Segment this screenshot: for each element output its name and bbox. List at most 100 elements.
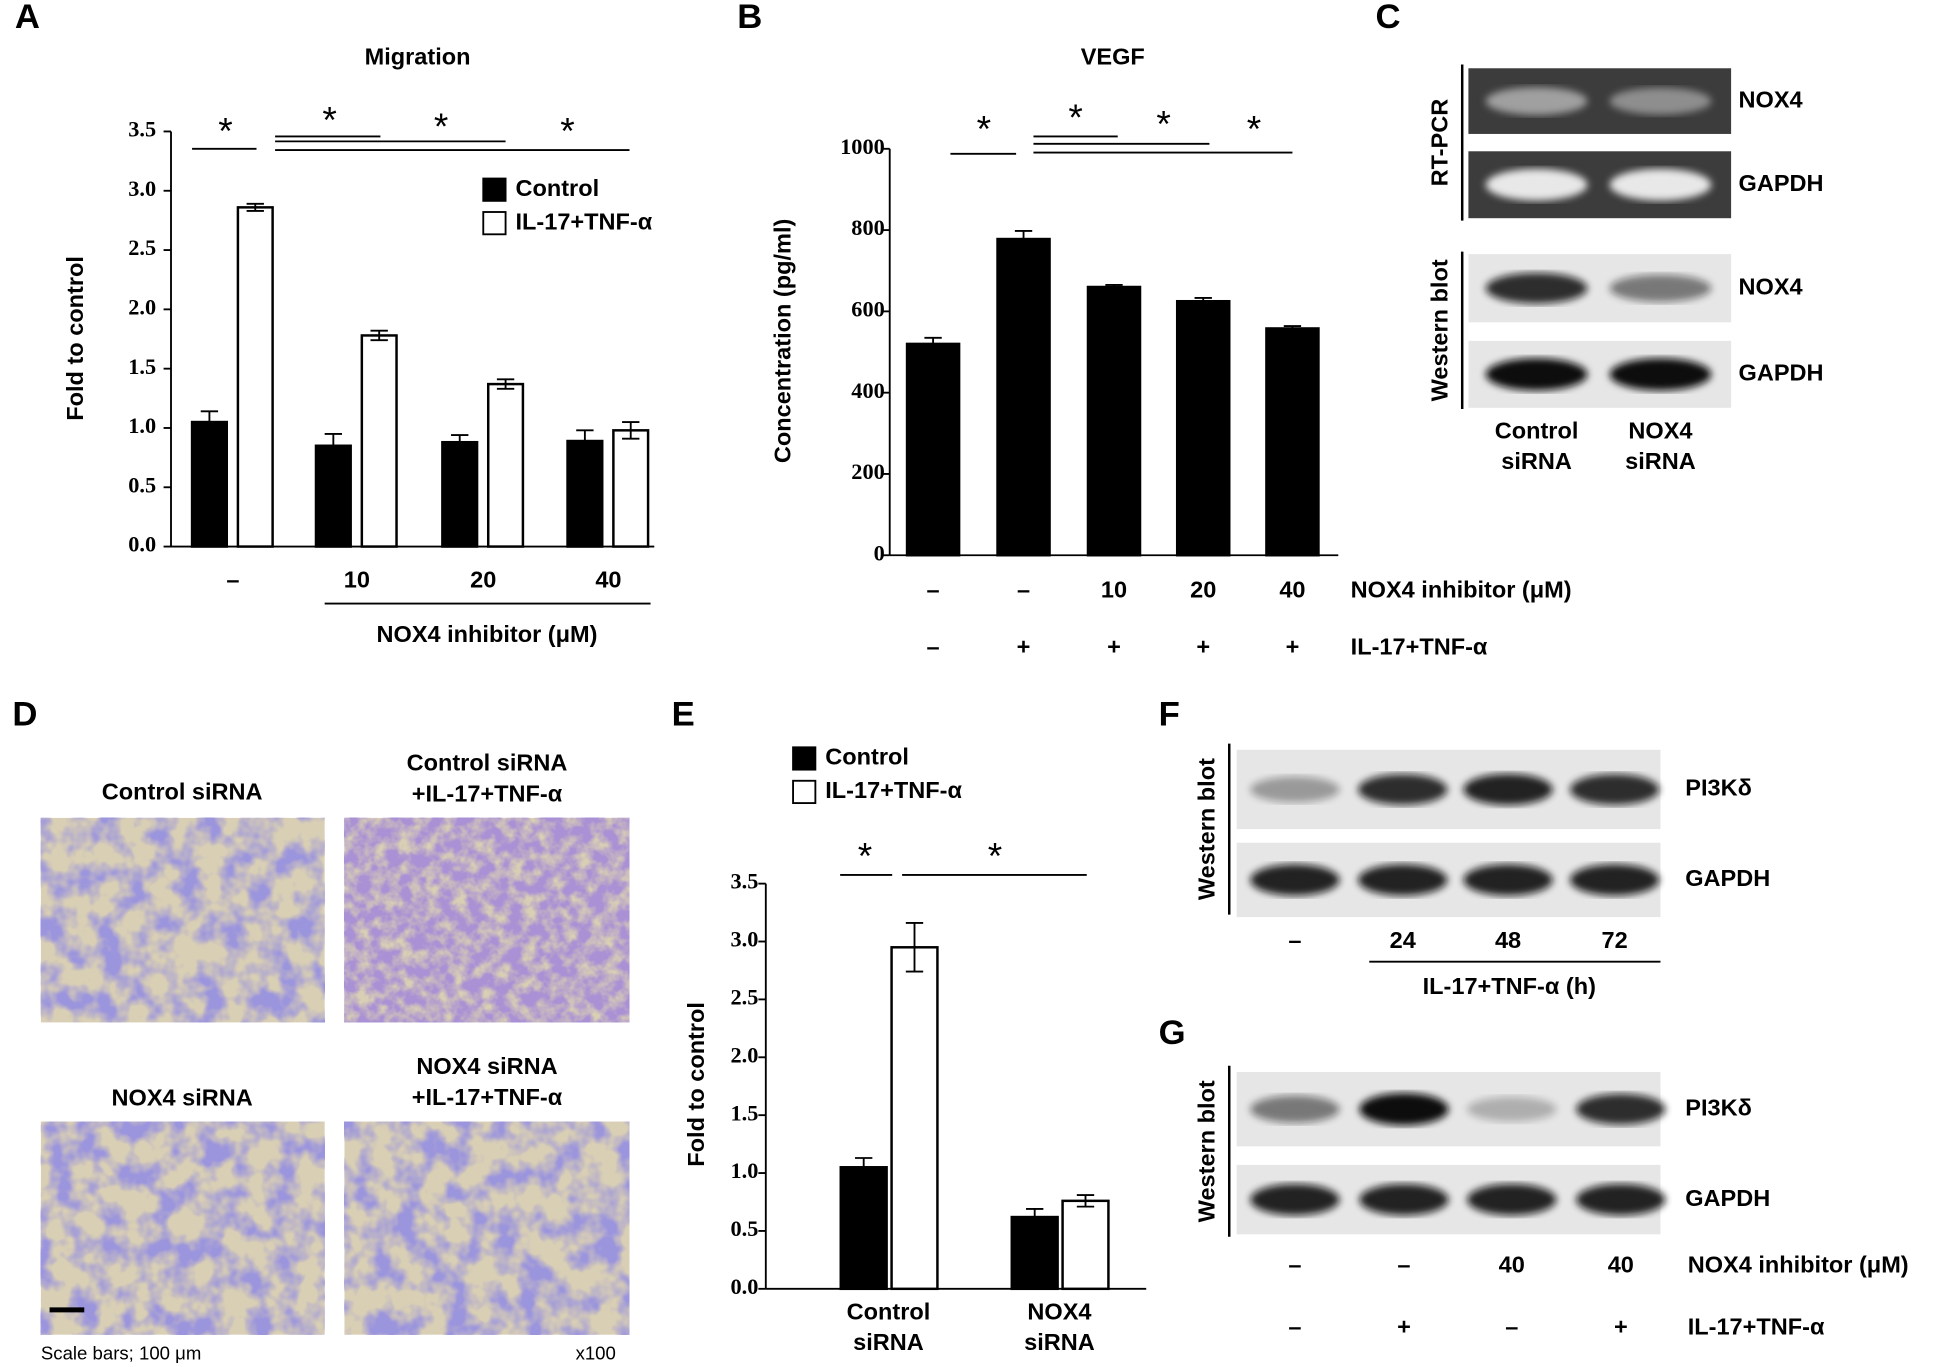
y-tick-label: 600 (851, 297, 884, 322)
band-label: NOX4 (1739, 273, 1803, 299)
band (1250, 864, 1340, 896)
bar (566, 439, 604, 548)
y-tick-label: 3.5 (730, 869, 758, 894)
band (1467, 1096, 1557, 1122)
error-bar (1026, 1208, 1044, 1227)
bar (486, 382, 525, 548)
significance: * (858, 835, 872, 877)
bar (996, 237, 1051, 557)
x-tick-label: – (927, 576, 940, 602)
y-tick-label: 0 (874, 540, 885, 565)
band-label: GAPDH (1685, 1185, 1770, 1211)
band-label: GAPDH (1739, 170, 1824, 196)
y-axis-label: Concentration (pg/ml) (770, 219, 796, 463)
band (1576, 1183, 1666, 1216)
y-tick-label: 0.0 (730, 1274, 758, 1299)
y-tick-label: 1000 (840, 134, 885, 159)
error-bar (1194, 297, 1212, 306)
lane-label: 48 (1495, 927, 1521, 953)
bar (1086, 285, 1142, 557)
x-tick-label: 20 (1190, 576, 1216, 602)
band-label: GAPDH (1739, 360, 1824, 386)
lane-label: NOX4 siRNA (1625, 418, 1696, 475)
band (1359, 1093, 1449, 1126)
x-tick-label: – (927, 633, 940, 659)
x-tick-label: + (1196, 633, 1210, 659)
significance: * (218, 110, 232, 152)
micrograph-title: NOX4 siRNA (112, 1084, 253, 1110)
bar (236, 206, 274, 548)
x-tick-label: 40 (595, 566, 621, 592)
lane-label: – (1288, 1314, 1301, 1340)
lane-label: – (1505, 1314, 1518, 1340)
scale-note: Scale bars; 100 μm (41, 1342, 201, 1363)
band (1463, 864, 1553, 896)
panel-letter: C (1375, 0, 1400, 36)
error-bar (246, 202, 264, 212)
x-axis-label: NOX4 inhibitor (μM) (377, 621, 598, 647)
x-tick-label: NOX4 siRNA (1024, 1299, 1095, 1356)
y-axis-label: Fold to control (683, 1002, 709, 1167)
panel-letter: B (737, 0, 762, 36)
band (1359, 1183, 1449, 1216)
row-label: NOX4 inhibitor (μM) (1688, 1252, 1909, 1278)
band (1609, 274, 1712, 302)
lane-label: – (1288, 1252, 1301, 1278)
error-bar (496, 378, 515, 390)
bar (905, 342, 961, 557)
row-label: IL-17+TNF-α (1688, 1314, 1825, 1340)
error-bar (1014, 229, 1033, 249)
lane-label: 40 (1499, 1252, 1525, 1278)
bar (314, 444, 352, 548)
bar (612, 429, 650, 548)
error-bar (370, 329, 388, 342)
panel-letter: F (1159, 695, 1180, 733)
bar (1061, 1199, 1110, 1291)
significance: * (434, 105, 448, 147)
band (1463, 773, 1553, 806)
panel-letter: A (15, 0, 40, 36)
error-bar (324, 432, 343, 459)
error-bar (855, 1157, 873, 1178)
bar (1175, 299, 1231, 557)
band (1250, 1183, 1340, 1216)
lane-group-label: IL-17+TNF-α (h) (1423, 973, 1596, 999)
y-axis-label: Fold to control (62, 256, 88, 421)
error-bar (1283, 325, 1302, 332)
band (1576, 1093, 1666, 1125)
lane-label: + (1614, 1314, 1628, 1340)
magnification: x100 (576, 1342, 616, 1363)
x-tick-label: – (1017, 576, 1030, 602)
band (1250, 776, 1340, 803)
lane-label: – (1288, 927, 1301, 953)
band (1485, 358, 1588, 391)
y-tick-label: 3.5 (128, 117, 156, 142)
panel-letter: G (1159, 1014, 1186, 1052)
y-tick-label: 1.0 (730, 1158, 758, 1183)
band-label: PI3Kδ (1685, 775, 1752, 801)
error-bar (1105, 284, 1123, 290)
error-bar (451, 434, 469, 451)
x-tick-label: + (1286, 633, 1300, 659)
micrograph-stain (40, 1121, 325, 1335)
row-label: NOX4 inhibitor (μM) (1351, 576, 1572, 602)
chart-title: Migration (365, 44, 471, 70)
legend-label: IL-17+TNF-α (825, 777, 962, 803)
bar (360, 334, 398, 548)
y-tick-label: 2.5 (730, 985, 758, 1010)
lane-label: Control siRNA (1495, 418, 1579, 475)
bar (1010, 1215, 1059, 1291)
significance: * (1156, 102, 1170, 144)
micrograph-stain (344, 1121, 630, 1335)
legend-label: Control (825, 744, 909, 770)
band (1485, 87, 1588, 115)
band-label: NOX4 (1739, 86, 1803, 112)
band-label: GAPDH (1685, 865, 1770, 891)
band (1570, 774, 1660, 805)
error-bar (1076, 1194, 1095, 1208)
y-tick-label: 3.0 (128, 176, 156, 201)
micrograph-stain (344, 817, 630, 1023)
significance: * (1247, 107, 1261, 149)
y-tick-label: 400 (851, 378, 884, 403)
